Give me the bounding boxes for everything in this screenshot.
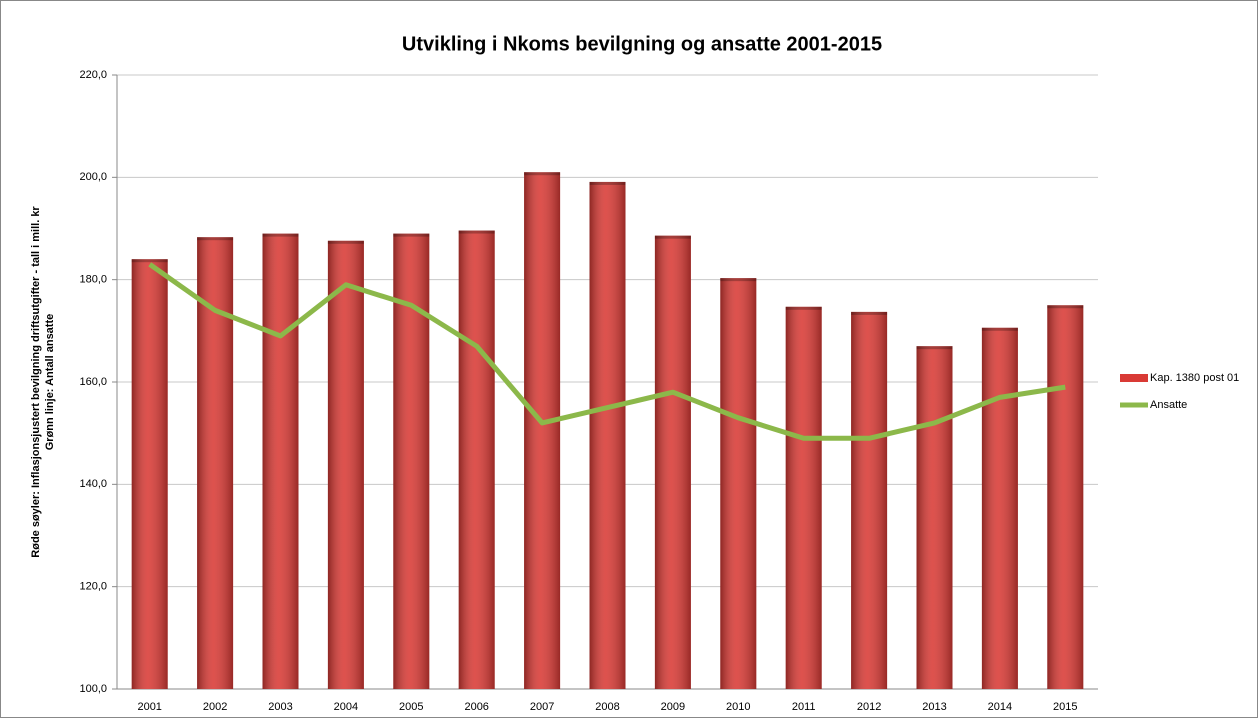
x-tick-label: 2008 <box>595 701 619 713</box>
bar-top <box>524 172 561 176</box>
bar-top <box>131 259 168 263</box>
bar-shade <box>262 233 299 689</box>
bar-shade <box>1047 305 1084 689</box>
y-axis-label: Røde søyler: Inflasjonsjustert bevilgnin… <box>30 206 42 558</box>
y-axis-label: Grønn linje: Antall ansatte <box>44 314 56 451</box>
legend-label: Kap. 1380 post 01 <box>1150 372 1239 384</box>
bar-top <box>197 237 234 241</box>
chart-title: Utvikling i Nkoms bevilgning og ansatte … <box>402 33 882 55</box>
y-tick-label: 140,0 <box>79 478 107 490</box>
x-tick-label: 2009 <box>661 701 685 713</box>
y-tick-label: 220,0 <box>79 69 107 81</box>
bar-shade <box>327 240 364 689</box>
x-tick-label: 2003 <box>268 701 292 713</box>
bar-top <box>393 233 430 237</box>
bar-shade <box>916 346 953 689</box>
x-tick-label: 2002 <box>203 701 227 713</box>
bar-top <box>589 181 626 185</box>
x-tick-label: 2012 <box>857 701 881 713</box>
x-tick-label: 2005 <box>399 701 423 713</box>
bar-top <box>981 327 1018 331</box>
line <box>148 262 1066 441</box>
x-tick-label: 2011 <box>792 701 816 713</box>
bar-shade <box>851 311 888 689</box>
bar-shade <box>981 327 1018 689</box>
bar-top <box>1047 305 1084 309</box>
y-tick-label: 100,0 <box>79 683 107 695</box>
x-tick-label: 2006 <box>464 701 488 713</box>
bar-top <box>654 235 691 239</box>
bar-top <box>327 240 364 244</box>
bar-shade <box>654 235 691 689</box>
x-tick-label: 2013 <box>922 701 946 713</box>
bar-shade <box>589 181 626 689</box>
x-tick-label: 2004 <box>334 701 358 713</box>
bar-shade <box>197 237 234 689</box>
x-tick-label: 2001 <box>137 701 161 713</box>
bar-shade <box>393 233 430 689</box>
x-tick-label: 2014 <box>988 701 1012 713</box>
bar-shade <box>458 230 495 689</box>
y-tick-label: 160,0 <box>79 376 107 388</box>
y-tick-label: 180,0 <box>79 274 107 286</box>
bar-top <box>458 230 495 234</box>
legend-label: Ansatte <box>1150 399 1187 411</box>
bar-shade <box>785 306 822 689</box>
bar-shade <box>720 278 757 689</box>
bar-top <box>262 233 299 237</box>
bar-top <box>851 311 888 315</box>
y-tick-label: 200,0 <box>79 171 107 183</box>
x-tick-label: 2015 <box>1053 701 1077 713</box>
bar-shade <box>524 172 561 689</box>
x-tick-label: 2010 <box>726 701 750 713</box>
x-tick-label: 2007 <box>530 701 554 713</box>
y-tick-label: 120,0 <box>79 581 107 593</box>
bar-top <box>785 306 822 310</box>
legend-swatch <box>1120 374 1148 382</box>
bar-top <box>720 278 757 282</box>
bar-shade <box>131 259 168 689</box>
bar-top <box>916 346 953 350</box>
